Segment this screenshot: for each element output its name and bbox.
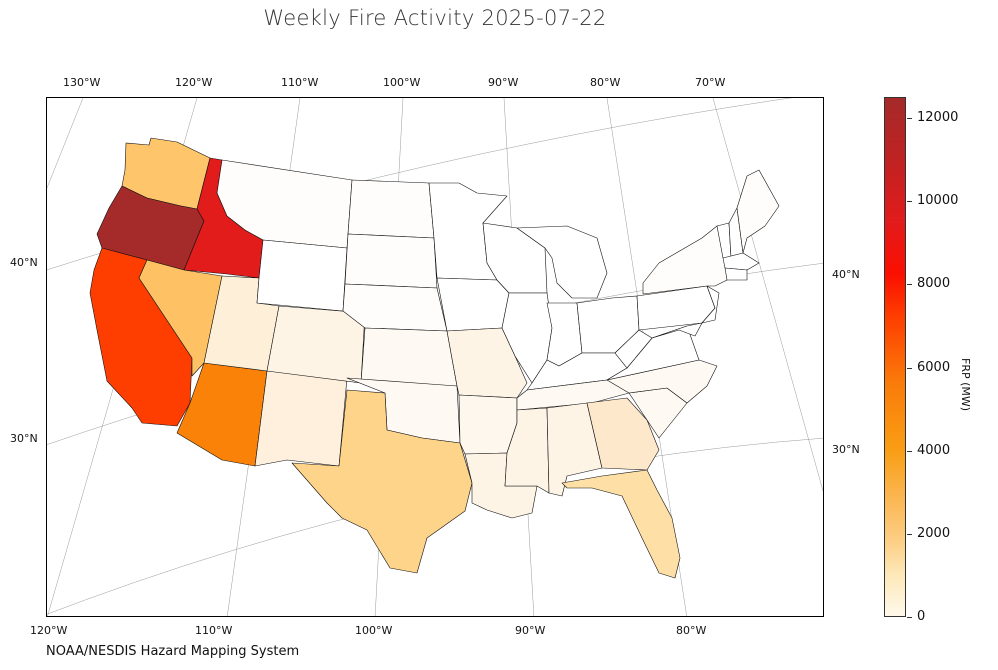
right-lat-label: 30°N: [832, 443, 860, 456]
colorbar-label: 2000: [917, 526, 951, 541]
colorbar-tick: [907, 368, 912, 369]
state-iowa: [436, 277, 510, 332]
map-title: Weekly Fire Activity 2025-07-22: [263, 6, 607, 30]
right-lat-label: 40°N: [832, 268, 860, 281]
state-arkansas: [458, 394, 518, 455]
state-new-mexico: [254, 370, 348, 467]
map-area: [46, 97, 824, 617]
source-credit: NOAA/NESDIS Hazard Mapping System: [46, 644, 300, 659]
top-lon-label: 70°W: [695, 76, 726, 89]
colorbar-label: 4000: [917, 443, 951, 458]
colorbar: [884, 97, 906, 617]
top-lon-label: 120°W: [175, 76, 213, 89]
state-texas: [291, 389, 473, 574]
colorbar-tick: [907, 201, 912, 202]
colorbar-label: 10000: [917, 193, 959, 208]
colorbar-tick: [907, 451, 912, 452]
state-massachusetts: [722, 252, 760, 271]
top-lon-label: 90°W: [488, 76, 519, 89]
state-new-york: [642, 225, 728, 295]
colorbar-label: 0: [917, 609, 926, 624]
top-lon-label: 110°W: [281, 76, 319, 89]
top-lon-label: 130°W: [63, 76, 101, 89]
colorbar-tick: [907, 617, 912, 618]
colorbar-label: 8000: [917, 276, 951, 291]
state-florida: [561, 469, 681, 579]
state-maryland: [651, 322, 703, 339]
bottom-lon-label: 90°W: [515, 624, 546, 637]
state-north-dakota: [347, 179, 435, 239]
state-michigan: [516, 225, 608, 299]
bottom-lon-label: 120°W: [30, 624, 68, 637]
state-wyoming: [256, 239, 348, 312]
state-colorado: [266, 305, 366, 384]
state-georgia: [586, 397, 660, 471]
state-nevada: [138, 259, 223, 377]
state-kansas: [360, 327, 458, 387]
left-lat-label: 30°N: [10, 432, 38, 445]
colorbar-title: FRP (MW): [959, 358, 972, 412]
state-maine: [736, 169, 780, 254]
bottom-lon-label: 100°W: [355, 624, 393, 637]
state-north-carolina: [606, 359, 718, 404]
colorbar-label: 12000: [917, 110, 959, 125]
colorbar-label: 6000: [917, 360, 951, 375]
colorbar-tick: [907, 534, 912, 535]
us-map: [47, 98, 823, 616]
bottom-lon-label: 110°W: [195, 624, 233, 637]
top-lon-label: 80°W: [590, 76, 621, 89]
bottom-lon-label: 80°W: [676, 624, 707, 637]
state-connecticut: [724, 267, 748, 281]
left-lat-label: 40°N: [10, 256, 38, 269]
state-new-jersey: [701, 285, 720, 324]
colorbar-tick: [907, 118, 912, 119]
state-south-dakota: [344, 233, 438, 289]
colorbar-tick: [907, 284, 912, 285]
top-lon-label: 100°W: [383, 76, 421, 89]
